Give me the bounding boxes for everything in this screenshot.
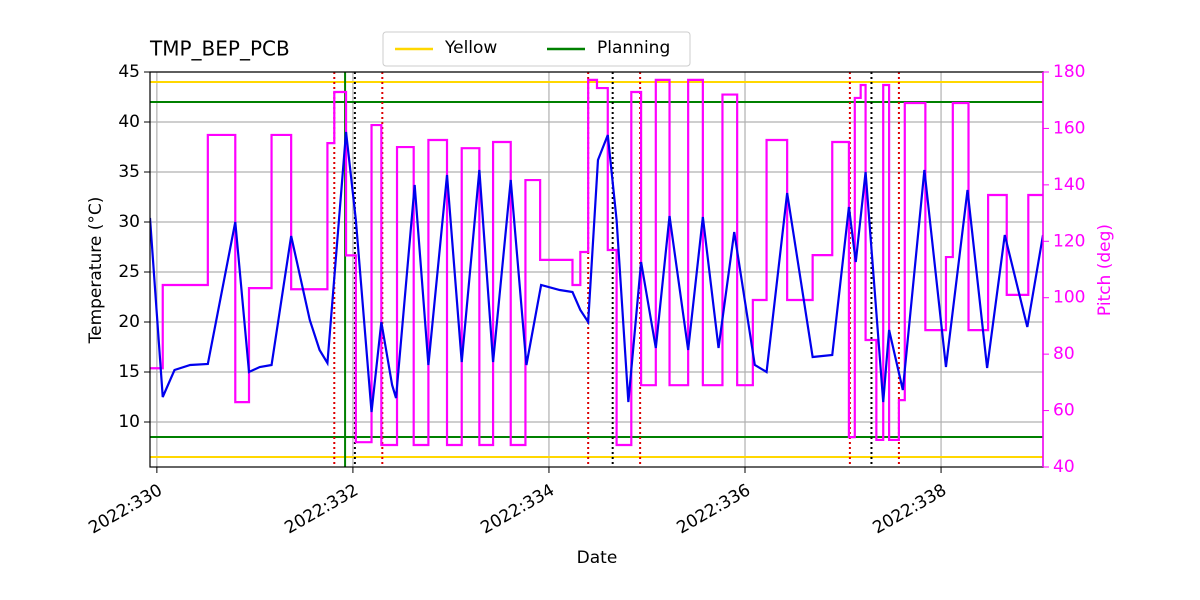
y-tick-label: 45 bbox=[118, 62, 140, 82]
y2-tick-label: 140 bbox=[1053, 175, 1085, 195]
y-tick-label: 25 bbox=[118, 262, 140, 282]
y-axis-label: Temperature (°C) bbox=[86, 197, 106, 345]
y-tick-label: 35 bbox=[118, 162, 140, 182]
y-tick-label: 10 bbox=[118, 412, 140, 432]
y2-axis-label: Pitch (deg) bbox=[1095, 224, 1115, 316]
x-tick-label: 2022:334 bbox=[477, 480, 558, 538]
x-tick-label: 2022:336 bbox=[673, 480, 754, 538]
y2-tick-label: 180 bbox=[1053, 62, 1085, 82]
legend-box bbox=[382, 31, 691, 67]
y-tick-label: 20 bbox=[118, 312, 140, 332]
axes-frame bbox=[149, 71, 1044, 468]
x-axis-label: Date bbox=[577, 548, 618, 568]
y2-tick-label: 60 bbox=[1053, 401, 1075, 421]
chart-title: TMP_BEP_PCB bbox=[149, 37, 290, 61]
legend-label: Planning bbox=[597, 38, 670, 58]
y2-tick-label: 40 bbox=[1053, 457, 1075, 477]
y-tick-label: 15 bbox=[118, 362, 140, 382]
legend-label: Yellow bbox=[444, 38, 497, 58]
y2-tick-label: 120 bbox=[1053, 231, 1085, 251]
y2-tick-label: 160 bbox=[1053, 118, 1085, 138]
x-tick-label: 2022:332 bbox=[281, 480, 362, 538]
series-line bbox=[150, 78, 1043, 447]
series-line bbox=[150, 131, 1043, 413]
y-tick-label: 40 bbox=[118, 112, 140, 132]
x-tick-label: 2022:338 bbox=[870, 480, 951, 538]
x-tick-label: 2022:330 bbox=[85, 480, 166, 538]
y2-tick-label: 80 bbox=[1053, 344, 1075, 364]
y-tick-label: 30 bbox=[118, 212, 140, 232]
plot-area bbox=[150, 72, 1043, 467]
y2-tick-label: 100 bbox=[1053, 288, 1085, 308]
